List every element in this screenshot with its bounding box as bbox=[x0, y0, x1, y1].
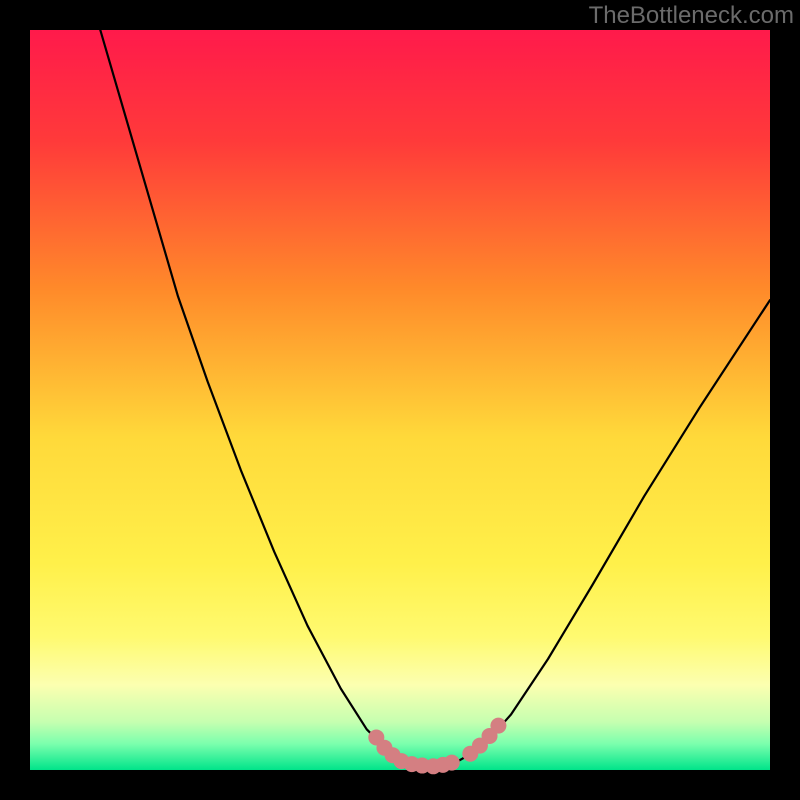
bottleneck-chart bbox=[0, 0, 800, 800]
watermark-text: TheBottleneck.com bbox=[589, 2, 794, 30]
marker-dot bbox=[490, 718, 506, 734]
chart-frame: TheBottleneck.com bbox=[0, 0, 800, 800]
marker-dot bbox=[444, 755, 460, 771]
plot-background bbox=[30, 30, 770, 770]
